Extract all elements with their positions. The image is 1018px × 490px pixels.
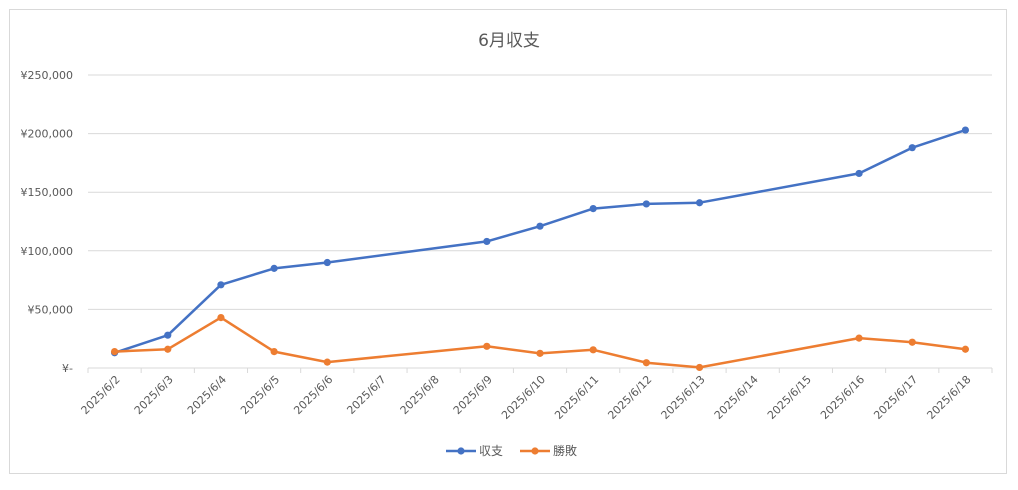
data-point — [908, 144, 916, 152]
series-line — [113, 316, 967, 369]
data-point — [270, 264, 278, 272]
series-2 — [110, 314, 970, 372]
x-tick-label: 2025/6/4 — [185, 373, 229, 417]
data-point — [483, 342, 491, 350]
data-point — [483, 237, 491, 246]
data-point — [589, 205, 597, 213]
y-tick-label: ¥200,000 — [21, 128, 74, 141]
x-tick-label: 2025/6/8 — [398, 373, 442, 417]
x-tick-label: 2025/6/7 — [344, 373, 388, 417]
y-tick-label: ¥100,000 — [21, 245, 74, 258]
legend-label: 勝敗 — [553, 443, 577, 458]
x-tick-label: 2025/6/18 — [924, 373, 973, 422]
x-tick-label: 2025/6/11 — [552, 373, 601, 422]
data-point — [164, 331, 172, 339]
data-point — [110, 347, 119, 356]
x-tick-label: 2025/6/3 — [132, 373, 176, 417]
data-point — [642, 359, 650, 367]
x-tick-label: 2025/6/9 — [451, 373, 495, 417]
data-point — [961, 126, 970, 134]
data-point — [536, 349, 544, 357]
legend-swatch-marker — [531, 447, 539, 455]
y-tick-label: ¥- — [62, 362, 73, 375]
x-tick-label: 2025/6/17 — [871, 373, 920, 422]
data-point — [164, 345, 172, 353]
axes: ¥- ¥50,000 ¥100,000 ¥150,000 ¥200,000 ¥250,00… — [21, 69, 993, 422]
data-point — [855, 169, 863, 178]
series-line — [113, 128, 967, 355]
data-point — [323, 258, 331, 267]
legend-swatch-marker — [457, 447, 465, 455]
x-tick-label: 2025/6/2 — [79, 373, 123, 417]
x-tick-label: 2025/6/6 — [291, 373, 335, 417]
legend: 収支 勝敗 — [446, 443, 577, 458]
data-point — [642, 200, 650, 208]
chart-frame — [9, 9, 1007, 474]
chart-title: 6月収支 — [478, 31, 540, 51]
series-layer — [110, 126, 970, 372]
legend-label: 収支 — [479, 444, 503, 458]
data-point — [695, 363, 704, 372]
x-tick-label: 2025/6/12 — [605, 373, 654, 422]
data-point — [589, 346, 597, 354]
data-point — [270, 347, 278, 356]
data-point — [323, 358, 331, 366]
data-point — [695, 199, 704, 207]
x-tick-label: 2025/6/14 — [712, 373, 761, 422]
data-point — [908, 338, 916, 346]
y-tick-label: ¥50,000 — [28, 303, 74, 316]
x-tick-label: 2025/6/10 — [499, 373, 548, 422]
series-1 — [110, 126, 970, 357]
data-point — [536, 222, 544, 230]
legend-item: 収支 — [446, 444, 503, 458]
data-point — [217, 314, 225, 322]
data-point — [961, 345, 970, 353]
legend-item: 勝敗 — [520, 443, 577, 458]
y-tick-label: ¥250,000 — [21, 69, 74, 82]
x-tick-label: 2025/6/5 — [238, 373, 282, 417]
data-point — [855, 334, 863, 342]
gridlines — [88, 74, 992, 310]
x-tick-label: 2025/6/15 — [765, 373, 814, 422]
x-tick-label: 2025/6/13 — [659, 373, 708, 422]
y-tick-label: ¥150,000 — [21, 186, 74, 199]
x-tick-label: 2025/6/16 — [818, 373, 867, 422]
data-point — [217, 281, 225, 289]
